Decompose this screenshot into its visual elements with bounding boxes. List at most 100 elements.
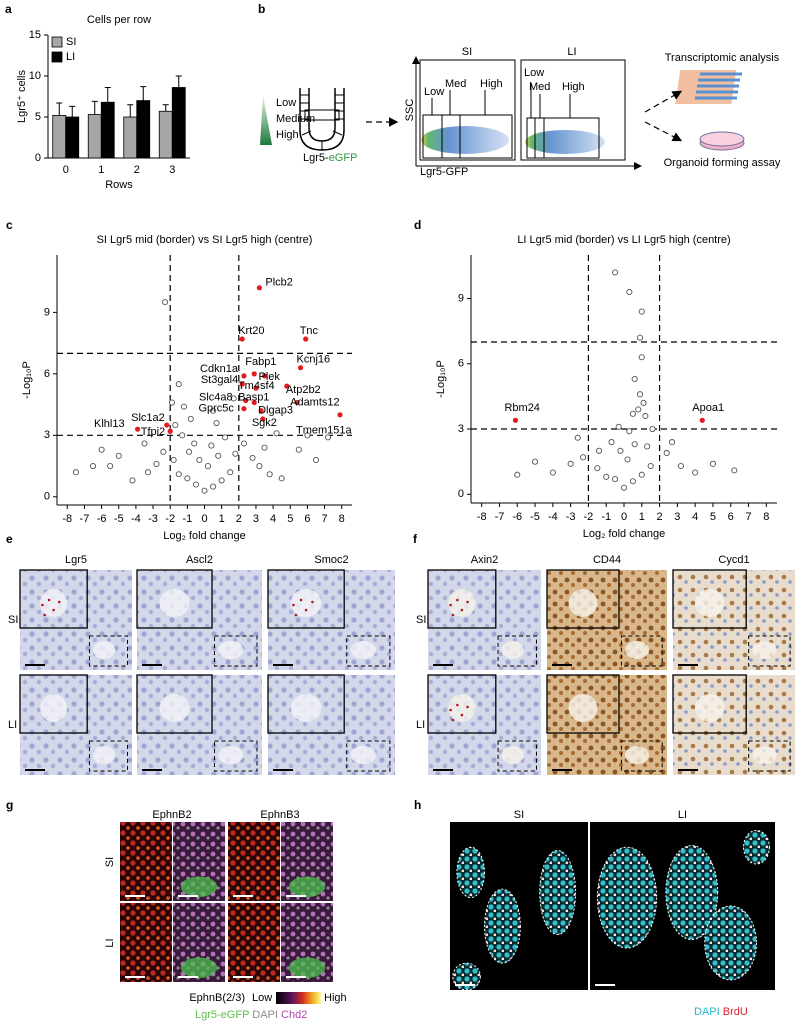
organoid-outline — [484, 888, 521, 964]
scale-low: Low — [252, 992, 272, 1004]
y-tick-label: 3 — [458, 423, 464, 435]
inset — [136, 569, 213, 629]
image — [20, 675, 132, 775]
facs-title: SI — [462, 46, 472, 58]
lumen — [92, 641, 116, 659]
stain: DAPI — [694, 1006, 720, 1018]
y-axis-label: -Log₁₀P — [435, 360, 447, 398]
legend-swatch — [51, 36, 63, 48]
gene-point — [129, 477, 136, 484]
gene-point — [612, 476, 619, 483]
gene-point — [107, 463, 114, 470]
bar — [123, 116, 138, 159]
scale-bar — [276, 992, 321, 1004]
zoom-box — [214, 635, 258, 667]
gene-point — [153, 460, 160, 468]
inset — [267, 569, 345, 629]
y-tick-label: 5 — [35, 111, 41, 123]
gene-point — [180, 403, 187, 410]
inset — [19, 569, 88, 629]
inset — [546, 674, 620, 734]
lumen — [290, 589, 322, 617]
gene-point — [179, 432, 186, 439]
x-tick-label: -2 — [165, 513, 175, 525]
x-tick-label: -3 — [566, 511, 576, 523]
panel-letter: f — [413, 532, 418, 546]
signal-dot — [311, 600, 314, 604]
gene-point — [677, 462, 684, 470]
micrograph — [546, 569, 667, 670]
zoom-box — [748, 635, 791, 667]
gene-point — [635, 406, 642, 413]
y-tick-label: 10 — [29, 70, 41, 82]
x-tick-label: -7 — [495, 511, 505, 523]
gfp-signal — [180, 876, 218, 898]
gradient-label: Low — [276, 97, 296, 109]
highlight-point — [303, 336, 309, 342]
gate-label: Low — [424, 86, 444, 98]
column-label: SI — [514, 809, 524, 821]
column-label: Lgr5 — [65, 554, 87, 566]
stain: DAPI — [252, 1009, 278, 1021]
gene-point — [580, 454, 587, 461]
organoid-outline — [596, 846, 658, 949]
output-label: Organoid forming assay — [664, 157, 781, 169]
micrograph — [136, 674, 262, 775]
x-tick-label: 5 — [710, 511, 716, 523]
signal-dot — [294, 613, 298, 617]
signal-dot — [299, 598, 303, 602]
gate-label: High — [562, 81, 585, 93]
highlight-point — [243, 397, 249, 404]
stain: BrdU — [723, 1006, 748, 1018]
highlight-point — [256, 285, 262, 291]
gene-label: Tmem151a — [296, 425, 353, 437]
organoid-outline — [743, 829, 770, 865]
legend-label: SI — [66, 36, 76, 48]
lumen — [568, 589, 598, 617]
image — [547, 675, 667, 775]
gate-leader — [431, 90, 486, 115]
gene-point — [644, 443, 651, 450]
gene-point — [222, 434, 229, 441]
gradient-label: High — [276, 129, 299, 141]
x-tick-label: -7 — [80, 513, 90, 525]
gene-point — [514, 471, 521, 478]
highlight-point — [241, 373, 247, 379]
gene-point — [631, 441, 638, 448]
x-tick-label: 7 — [321, 513, 327, 525]
lumen — [448, 589, 476, 617]
gene-point — [312, 456, 320, 463]
gene-label: Dlgap3 — [258, 405, 293, 417]
image — [547, 570, 667, 670]
micrograph — [19, 674, 132, 775]
error-bar — [140, 86, 147, 101]
stain-legend: DAPI BrdU — [694, 1006, 748, 1018]
x-tick-label: 0 — [621, 511, 627, 523]
inset — [267, 674, 345, 734]
gene-label: Plek — [259, 371, 281, 383]
gene-point — [144, 469, 151, 476]
signal-dot — [292, 603, 295, 607]
gene-label: Tfpi2 — [141, 426, 165, 438]
x-tick-label: 3 — [169, 164, 175, 176]
inset — [19, 674, 88, 734]
image — [428, 675, 541, 775]
gene-point — [187, 415, 194, 422]
inset — [672, 569, 747, 629]
signal-dot — [466, 705, 469, 709]
lumen — [625, 641, 649, 659]
highlight-point — [297, 365, 304, 371]
gene-label: Atp2b2 — [286, 384, 321, 396]
panel-letter: h — [414, 798, 421, 812]
lumen — [625, 746, 649, 764]
chart-title: Cells per row — [87, 14, 151, 26]
y-tick-label: 0 — [35, 152, 41, 164]
stain: Lgr5-eGFP — [195, 1009, 249, 1021]
gene-label: Kcnj16 — [297, 354, 331, 366]
gene-label: Apoa1 — [692, 402, 724, 414]
gene-point — [626, 288, 633, 296]
gfp-signal — [288, 876, 326, 898]
micrograph — [120, 822, 172, 901]
row-label: SI — [104, 857, 116, 867]
x-axis-label: Log₂ fold change — [163, 530, 246, 542]
